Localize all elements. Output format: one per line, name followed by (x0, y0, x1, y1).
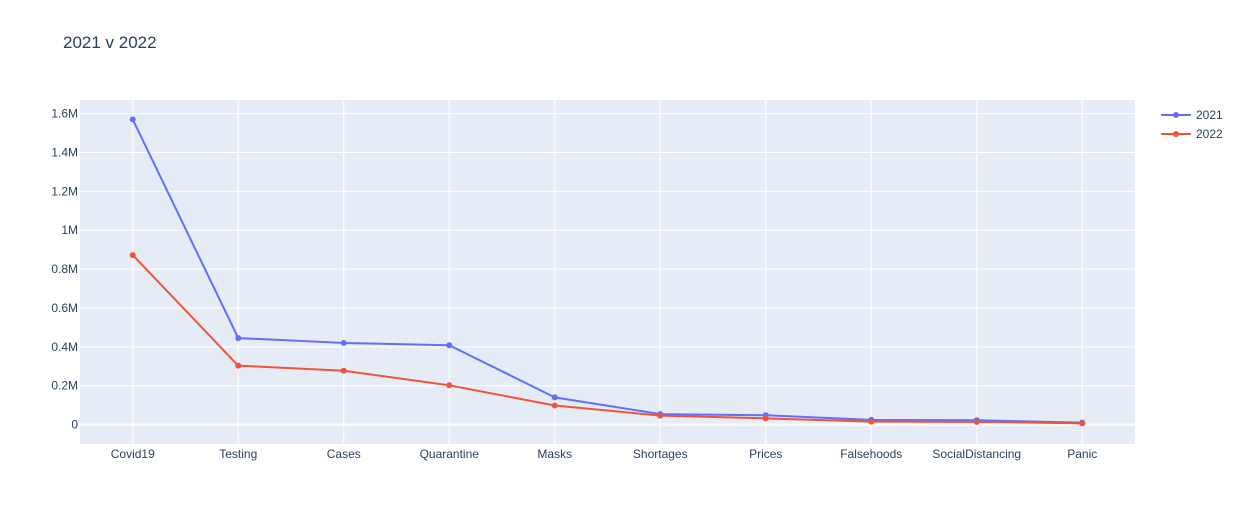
data-point[interactable] (235, 335, 242, 342)
x-tick-label: Masks (537, 447, 572, 461)
data-point[interactable] (551, 402, 558, 409)
y-axis: 0 0.2M 0.4M 0.6M 0.8M 1M 1.2M 1.4M 1.6M (51, 107, 78, 432)
y-tick-label: 0.4M (51, 340, 78, 354)
y-tick-label: 1M (61, 223, 78, 237)
legend-item-2021[interactable]: 2021 (1161, 108, 1223, 122)
chart-title: 2021 v 2022 (63, 33, 157, 52)
legend-label: 2021 (1196, 108, 1223, 122)
data-point[interactable] (446, 382, 453, 389)
y-tick-label: 1.6M (51, 107, 78, 121)
legend-item-2022[interactable]: 2022 (1161, 127, 1223, 141)
y-tick-label: 0.2M (51, 379, 78, 393)
x-axis: Covid19 Testing Cases Quarantine Masks Shorta… (111, 447, 1098, 461)
y-tick-label: 0.6M (51, 301, 78, 315)
series-line-2022 (132, 254, 1083, 425)
x-tick-label: Shortages (633, 447, 688, 461)
x-tick-label: SocialDistancing (932, 447, 1021, 461)
x-tick-label: Panic (1067, 447, 1097, 461)
x-tick-label: Covid19 (111, 447, 155, 461)
y-tick-label: 1.4M (51, 145, 78, 159)
series-layer (129, 116, 1086, 427)
legend-marker (1173, 112, 1179, 118)
data-point[interactable] (657, 412, 664, 419)
x-tick-label: Quarantine (420, 447, 480, 461)
y-tick-label: 1.2M (51, 184, 78, 198)
data-point[interactable] (868, 418, 875, 425)
x-tick-label: Cases (327, 447, 361, 461)
legend-label: 2022 (1196, 127, 1223, 141)
data-point[interactable] (762, 415, 769, 422)
x-tick-label: Falsehoods (840, 447, 902, 461)
data-point[interactable] (973, 418, 980, 425)
data-point[interactable] (1079, 420, 1086, 427)
data-point[interactable] (129, 252, 136, 259)
data-point[interactable] (446, 342, 453, 349)
data-point[interactable] (235, 362, 242, 369)
plot-background (80, 100, 1135, 444)
x-tick-label: Testing (219, 447, 257, 461)
gridlines (80, 100, 1135, 444)
x-tick-label: Prices (749, 447, 782, 461)
legend-marker (1173, 131, 1179, 137)
data-point[interactable] (551, 394, 558, 401)
series-line-2021 (131, 119, 1083, 424)
legend[interactable]: 2021 2022 (1161, 108, 1223, 141)
y-tick-label: 0.8M (51, 262, 78, 276)
y-tick-label: 0 (71, 418, 78, 432)
data-point[interactable] (340, 339, 347, 346)
data-point[interactable] (129, 116, 136, 123)
data-point[interactable] (340, 367, 347, 374)
